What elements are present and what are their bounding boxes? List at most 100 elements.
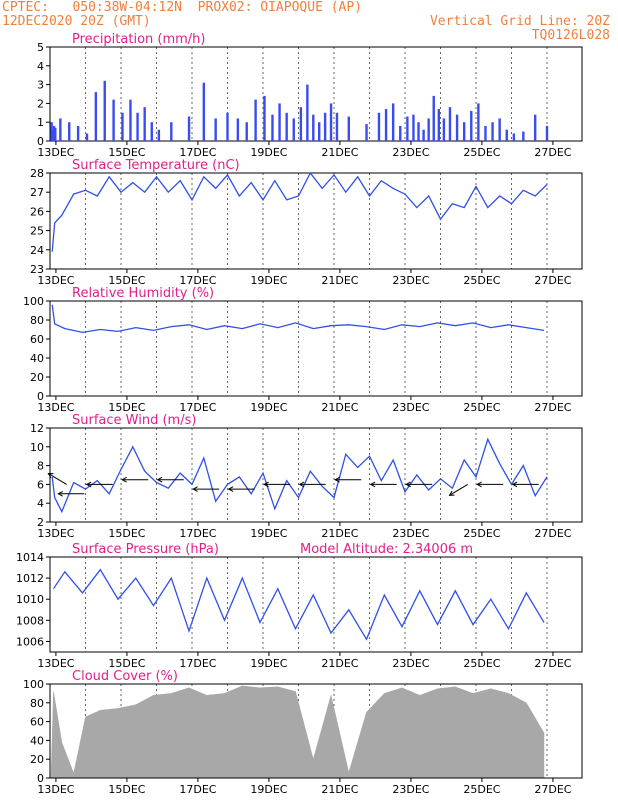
panel-3: 0 20 40 60 80 100 13DEC 15DEC 17DEC 19DEC 21DEC 23D…	[23, 286, 583, 414]
x-tick-label: 25DEC	[463, 274, 500, 287]
x-tick-label: 19DEC	[250, 783, 287, 796]
x-tick-label: 15DEC	[108, 146, 145, 159]
y-tick-label: 0	[37, 135, 44, 148]
precip-bar	[462, 122, 466, 141]
wind-arrow-head	[298, 481, 305, 488]
precip-bar	[278, 103, 281, 141]
panel-title: Relative Humidity (%)	[72, 286, 214, 301]
x-tick-label: 13DEC	[37, 527, 74, 540]
precip-bar	[68, 122, 71, 141]
precip-bar	[187, 116, 191, 141]
precip-bar	[306, 84, 309, 141]
x-tick-label: 13DEC	[37, 146, 74, 159]
wind-arrow-head	[476, 481, 482, 488]
precip-bar	[285, 112, 288, 141]
chart-header: CPTEC: 050:38W-04:12N PROX02: OIAPOQUE (…	[0, 0, 618, 48]
x-tick-label: 15DEC	[108, 274, 145, 287]
x-tick-label: 15DEC	[108, 401, 145, 414]
precip-bar	[477, 103, 480, 141]
y-tick-label: 3	[37, 79, 44, 92]
x-tick-label: 19DEC	[250, 657, 287, 670]
precip-bar	[157, 129, 161, 141]
x-tick-label: 21DEC	[321, 783, 358, 796]
x-tick-label: 13DEC	[37, 783, 74, 796]
precip-bar	[505, 129, 508, 141]
precip-bar	[442, 118, 446, 141]
precip-bar	[498, 118, 501, 141]
precip-bar	[226, 112, 229, 141]
precip-bar	[318, 122, 321, 141]
x-tick-label: 27DEC	[534, 401, 571, 414]
precip-bar	[236, 118, 240, 141]
y-tick-label: 4	[37, 60, 44, 73]
x-tick-label: 27DEC	[534, 146, 571, 159]
x-tick-label: 23DEC	[392, 401, 429, 414]
precip-bar	[406, 116, 409, 141]
precip-bar	[129, 99, 132, 141]
precip-bar	[455, 114, 459, 141]
precip-bar	[312, 114, 315, 141]
x-tick-label: 21DEC	[321, 274, 358, 287]
y-tick-label: 1014	[16, 551, 44, 564]
y-tick-label: 1008	[16, 614, 44, 627]
panel-frame	[49, 300, 583, 397]
y-tick-label: 2	[37, 516, 44, 529]
precip-bar	[170, 122, 173, 141]
y-tick-label: 20	[30, 371, 44, 384]
precip-bar	[484, 125, 487, 141]
precip-bar	[136, 112, 139, 141]
x-tick-label: 19DEC	[250, 146, 287, 159]
y-tick-label: 2	[37, 97, 44, 110]
precip-bar	[76, 125, 80, 141]
panel-annotation: Model Altitude: 2.34006 m	[300, 542, 473, 557]
panel-frame	[49, 172, 583, 270]
panel-5: 1006 1008 1010 1012 1014 13DEC 15DEC 17DEC 19DEC…	[16, 542, 583, 670]
y-tick-label: 80	[30, 697, 44, 710]
precip-bar	[263, 95, 266, 141]
precip-bar	[384, 109, 388, 141]
wind-arrow	[48, 473, 67, 485]
x-tick-label: 25DEC	[463, 783, 500, 796]
x-tick-label: 23DEC	[392, 527, 429, 540]
x-tick-label: 17DEC	[179, 527, 216, 540]
x-tick-label: 17DEC	[179, 657, 216, 670]
precip-bar	[329, 103, 333, 141]
y-tick-label: 80	[30, 314, 44, 327]
x-tick-label: 19DEC	[250, 527, 287, 540]
panel-title: Cloud Cover (%)	[72, 669, 178, 684]
x-tick-label: 21DEC	[321, 146, 358, 159]
x-tick-label: 15DEC	[108, 783, 145, 796]
y-tick-label: 28	[30, 167, 44, 180]
x-tick-label: 25DEC	[463, 527, 500, 540]
precip-bar	[427, 118, 430, 141]
y-tick-label: 8	[37, 460, 44, 473]
precip-bar	[391, 103, 395, 141]
x-tick-label: 27DEC	[534, 527, 571, 540]
y-tick-label: 6	[37, 478, 44, 491]
x-tick-label: 23DEC	[392, 657, 429, 670]
precip-bar	[254, 99, 257, 141]
x-tick-label: 13DEC	[37, 657, 74, 670]
wind-arrow-head	[369, 481, 376, 488]
x-tick-label: 13DEC	[37, 401, 74, 414]
y-tick-label: 1012	[16, 572, 44, 585]
panel-frame	[49, 46, 583, 142]
x-tick-label: 23DEC	[392, 146, 429, 159]
precip-bar	[323, 112, 327, 141]
precip-bar	[412, 114, 415, 141]
panel-title: Surface Temperature (nC)	[72, 158, 240, 173]
y-tick-label: 10	[30, 441, 44, 454]
precip-bar	[54, 127, 57, 141]
precip-bar	[214, 118, 217, 141]
x-tick-label: 17DEC	[179, 783, 216, 796]
x-tick-label: 19DEC	[250, 274, 287, 287]
precip-bar	[52, 125, 56, 141]
y-tick-label: 27	[30, 186, 44, 199]
precip-bar	[150, 122, 153, 141]
x-tick-label: 15DEC	[108, 527, 145, 540]
precip-bar	[299, 107, 303, 141]
y-tick-label: 1010	[16, 593, 44, 606]
precip-bar	[470, 110, 473, 141]
precip-bar	[377, 112, 381, 141]
